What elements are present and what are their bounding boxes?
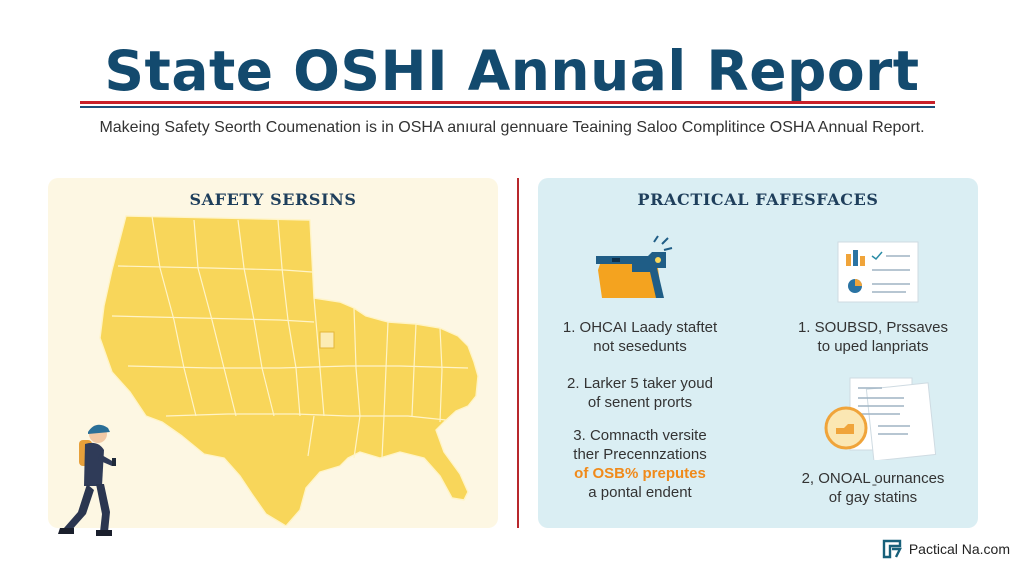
practice-right-1: 1. SOUBSD, Prssaves to uped lanpriats <box>770 318 976 356</box>
practice-left-2-line2: of senent prorts <box>587 394 693 411</box>
practices-panel-title: Practical Fafesfaces <box>637 190 879 209</box>
report-title: State OSHI Annual Report <box>104 39 920 103</box>
practice-left-3-line1: 3. Comnacth versite <box>573 427 707 444</box>
walking-person-illustration <box>58 424 116 536</box>
practice-right-2: 2, ONOAL ̱ournances of gay statins <box>770 469 976 507</box>
practice-right-2-line1: 2, ONOAL ̱ournances <box>801 470 945 487</box>
practices-panel: Practical Fafesfaces <box>538 178 978 528</box>
state-borders <box>111 215 469 459</box>
title-underline-blue <box>80 106 935 108</box>
practice-right-1-line2: to uped lanpriats <box>817 338 929 355</box>
safety-equipment-icon <box>596 235 673 298</box>
practice-left-1: 1. OHCAI Laady staftet not sesedunts <box>540 318 740 356</box>
report-chart-icon <box>837 241 919 303</box>
practice-left-3: 3. Comnacth versite ther Precennzations … <box>540 426 740 502</box>
title-underline-red <box>80 101 935 104</box>
map-shape <box>99 215 479 526</box>
safety-panel-title: Safety Sersins <box>189 190 357 209</box>
report-subtitle: Makeing Safety Seorth Coumenation is in … <box>99 119 925 136</box>
brand-logo-icon <box>882 539 902 559</box>
practice-left-3-line4: a pontal endent <box>588 484 692 501</box>
footer-brand-text: Pactical Na.com <box>908 541 1010 557</box>
us-states-map <box>99 215 479 526</box>
panel-divider <box>517 178 519 528</box>
documents-compliance-icon <box>824 377 937 460</box>
practice-left-2: 2. Larker 5 taker youd of senent prorts <box>540 374 740 412</box>
practice-left-3-highlight: of OSB% preputes <box>574 465 706 482</box>
practice-left-2-line1: 2. Larker 5 taker youd <box>567 375 713 392</box>
highlighted-state <box>319 331 335 349</box>
practice-right-1-line1: 1. SOUBSD, Prssaves <box>797 319 949 336</box>
footer-brand[interactable]: Pactical Na.com <box>881 536 1010 562</box>
practice-left-1-line2: not sesedunts <box>593 338 687 355</box>
practice-left-1-line1: 1. OHCAI Laady staftet <box>562 319 718 336</box>
practice-right-2-line2: of gay statins <box>828 489 918 506</box>
practice-left-3-line2: ther Precennzations <box>573 446 707 463</box>
